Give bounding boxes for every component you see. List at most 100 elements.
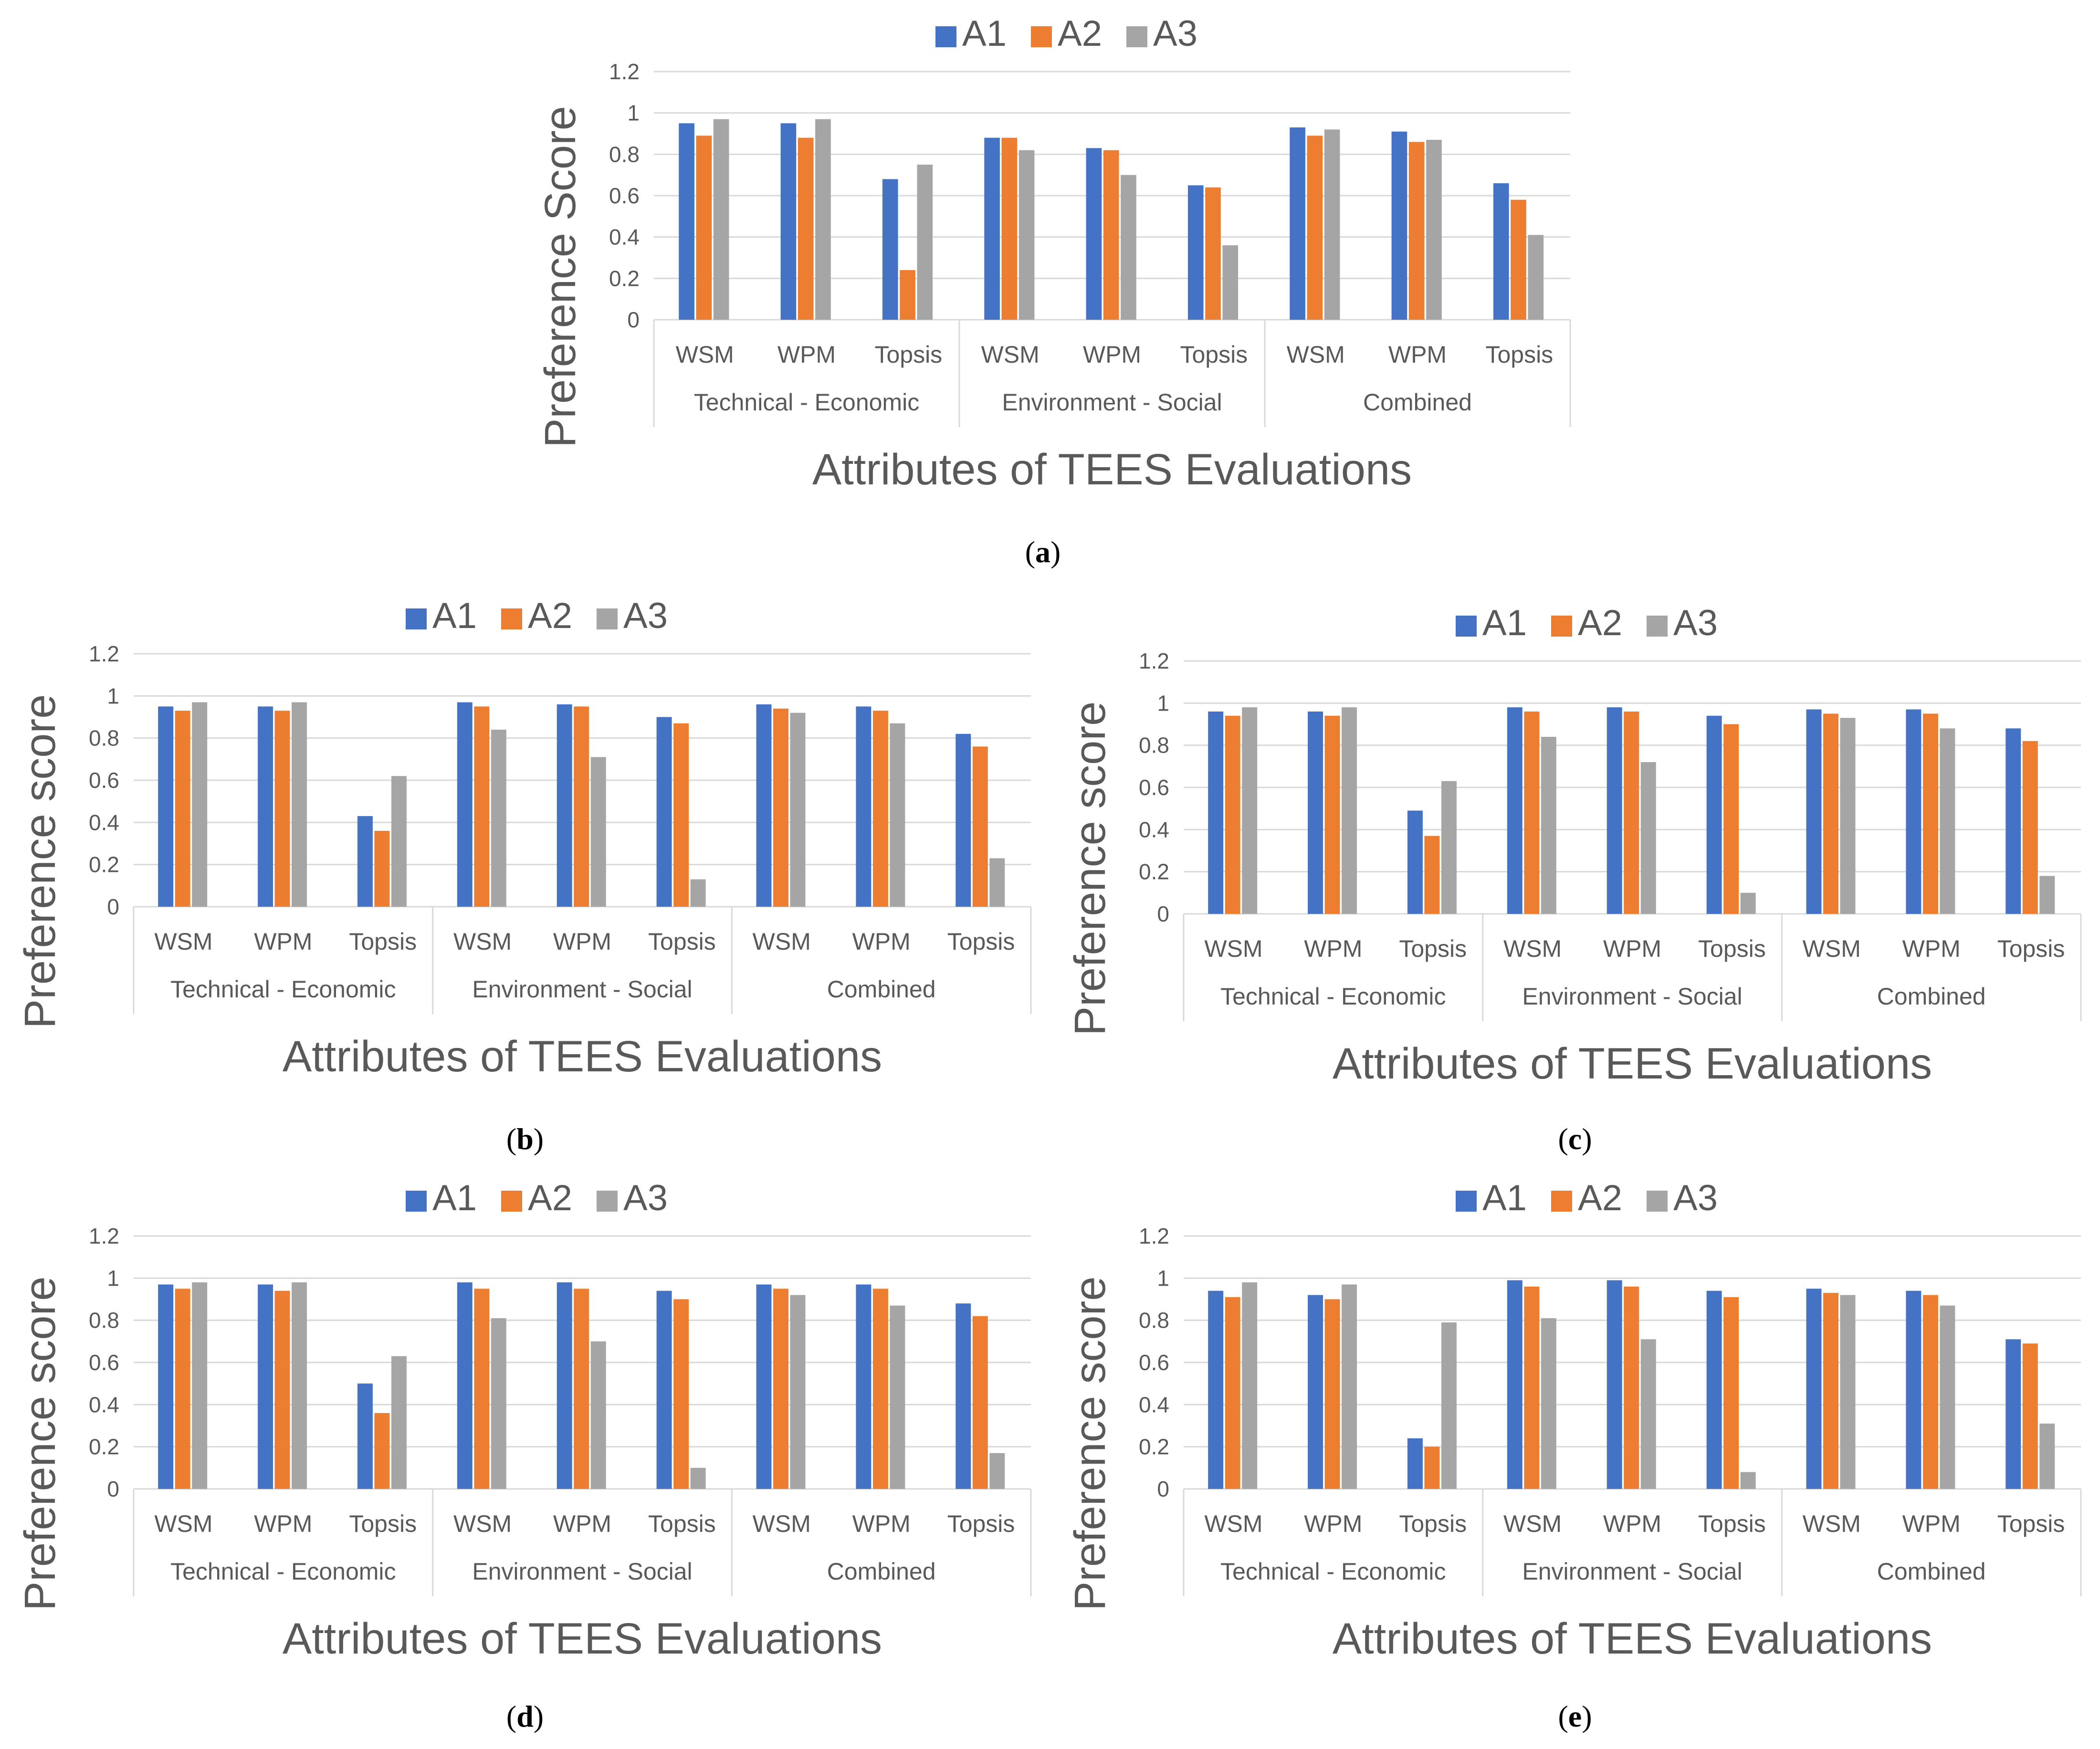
y-tick-label: 1 (1157, 1266, 1169, 1290)
bar-a1-wsm-1 (158, 706, 174, 907)
x-tick-label: WSM (1204, 935, 1262, 962)
bar-a1-wpm-3 (856, 1284, 872, 1489)
legend-label-a3: A3 (623, 596, 668, 636)
y-tick-label: 0 (1157, 1477, 1169, 1501)
bar-a2-wpm-3 (872, 1288, 888, 1489)
legend-swatch-a3 (1647, 616, 1668, 637)
bar-a3-wpm-1 (292, 1282, 307, 1489)
bar-a1-wpm-1 (258, 706, 273, 907)
y-tick-label: 0 (107, 894, 119, 919)
legend-swatch-a1 (406, 608, 427, 629)
bar-a1-topsis-2 (656, 717, 672, 907)
bar-a3-wpm-1 (292, 702, 307, 907)
x-axis-title: Attributes of TEES Evaluations (812, 445, 1412, 494)
bar-a1-wsm-2 (457, 1282, 472, 1489)
bar-a1-wsm-1 (1208, 712, 1224, 914)
chart-panel-c: A1 A2 A3 0 0.2 0.4 0.6 0.8 1 1.2 Preference score W… (1066, 603, 2082, 1088)
bar-a1-wpm-2 (556, 1282, 572, 1489)
bar-a2-wpm-1 (798, 137, 814, 320)
legend-label-a2: A2 (1578, 603, 1622, 643)
bar-a1-wsm-2 (984, 137, 1000, 320)
x-tick-label: WPM (553, 928, 611, 955)
bar-a1-wsm-3 (1806, 1288, 1822, 1489)
bar-a1-wpm-2 (1086, 148, 1102, 320)
chart-panel-e: A1 A2 A3 0 0.2 0.4 0.6 0.8 1 1.2 Preference score W… (1066, 1178, 2082, 1663)
bar-a1-topsis-2 (1706, 715, 1722, 914)
legend-swatch-a2 (1551, 616, 1572, 637)
y-tick-label: 0.6 (89, 768, 119, 793)
y-tick-label: 0.8 (89, 1308, 119, 1333)
x-tick-label: Topsis (1180, 341, 1248, 368)
y-tick-label: 1 (107, 683, 119, 708)
x-axis-title: Attributes of TEES Evaluations (283, 1032, 882, 1081)
bar-a1-wsm-1 (158, 1284, 174, 1489)
bar-a1-wpm-3 (1906, 709, 1922, 914)
y-tick-label: 1 (1157, 691, 1169, 715)
y-tick-label: 1.2 (1139, 1224, 1169, 1248)
y-tick-label: 1.2 (609, 59, 640, 84)
group-label: Environment - Social (472, 976, 692, 1003)
bar-a2-topsis-2 (1205, 187, 1221, 320)
bar-a3-topsis-1 (1441, 781, 1457, 914)
bar-a1-wpm-2 (1606, 707, 1622, 914)
bar-a3-wsm-1 (1242, 707, 1258, 914)
x-tick-label: Topsis (874, 341, 942, 368)
bar-a2-topsis-1 (900, 270, 915, 320)
x-tick-label: WPM (852, 928, 911, 955)
x-tick-label: WPM (777, 341, 836, 368)
y-tick-label: 0.2 (89, 1435, 119, 1459)
bar-a1-wsm-1 (679, 123, 694, 320)
bar-a3-topsis-2 (690, 1467, 706, 1489)
y-tick-label: 0.8 (89, 726, 119, 751)
bar-a1-wpm-1 (1308, 1295, 1323, 1489)
y-tick-label: 0 (1157, 901, 1169, 926)
x-tick-label: WPM (553, 1510, 611, 1537)
x-tick-label: WSM (1803, 1510, 1861, 1537)
bar-a1-topsis-3 (2006, 728, 2021, 914)
bar-a3-wpm-3 (1940, 1305, 1955, 1489)
y-tick-label: 0.8 (609, 142, 640, 167)
bar-a3-wsm-2 (1541, 1318, 1556, 1489)
group-label: Technical - Economic (170, 1558, 396, 1585)
bar-a2-wpm-2 (1103, 150, 1119, 320)
chart-panel-b: A1 A2 A3 0 0.2 0.4 0.6 0.8 1 1.2 Preference score W… (16, 596, 1032, 1081)
x-tick-label: WSM (154, 1510, 212, 1537)
bar-a2-wpm-1 (1324, 1299, 1340, 1489)
legend-swatch-a1 (1456, 1191, 1477, 1212)
bar-a3-topsis-2 (1740, 1472, 1756, 1489)
group-label: Environment - Social (1522, 983, 1742, 1010)
bar-a3-wpm-3 (890, 1305, 905, 1489)
x-tick-label: WSM (1503, 935, 1562, 962)
bar-a1-wpm-3 (1391, 131, 1407, 320)
bar-a1-wpm-2 (1606, 1280, 1622, 1489)
legend-swatch-a2 (1551, 1191, 1572, 1212)
bar-a2-wsm-1 (696, 136, 712, 320)
bar-a2-topsis-2 (1723, 724, 1739, 914)
bar-a2-topsis-1 (374, 831, 390, 907)
bar-a3-topsis-2 (690, 879, 706, 907)
bar-a3-wsm-1 (1242, 1282, 1258, 1489)
legend-label-a1: A1 (962, 13, 1007, 54)
x-tick-label: WPM (1304, 935, 1362, 962)
bar-a3-topsis-3 (989, 858, 1005, 907)
chart-panel-a: A1 A2 A3 0 0.2 0.4 0.6 0.8 1 1.2 Preference Score W… (536, 13, 1571, 494)
bar-a2-wsm-3 (773, 1288, 788, 1489)
bar-a1-wpm-1 (780, 123, 797, 320)
x-tick-label: Topsis (648, 928, 716, 955)
x-tick-label: WPM (1902, 935, 1961, 962)
x-tick-label: WSM (1803, 935, 1861, 962)
y-axis-title: Preference score (1066, 1277, 1114, 1611)
x-tick-label: Topsis (1698, 1510, 1766, 1537)
bar-a3-topsis-3 (989, 1453, 1005, 1489)
bar-a3-wsm-3 (790, 712, 806, 907)
x-tick-label: WPM (1083, 341, 1141, 368)
bar-a2-topsis-3 (1511, 199, 1526, 320)
bar-a2-topsis-3 (2022, 741, 2038, 914)
x-tick-label: Topsis (1997, 1510, 2065, 1537)
y-tick-label: 0.2 (609, 266, 640, 291)
bar-a2-wsm-1 (175, 711, 190, 907)
group-label: Technical - Economic (694, 389, 919, 416)
bar-a3-wsm-1 (192, 1282, 208, 1489)
bar-a1-wpm-3 (856, 706, 872, 907)
bar-a2-wpm-2 (574, 1288, 589, 1489)
